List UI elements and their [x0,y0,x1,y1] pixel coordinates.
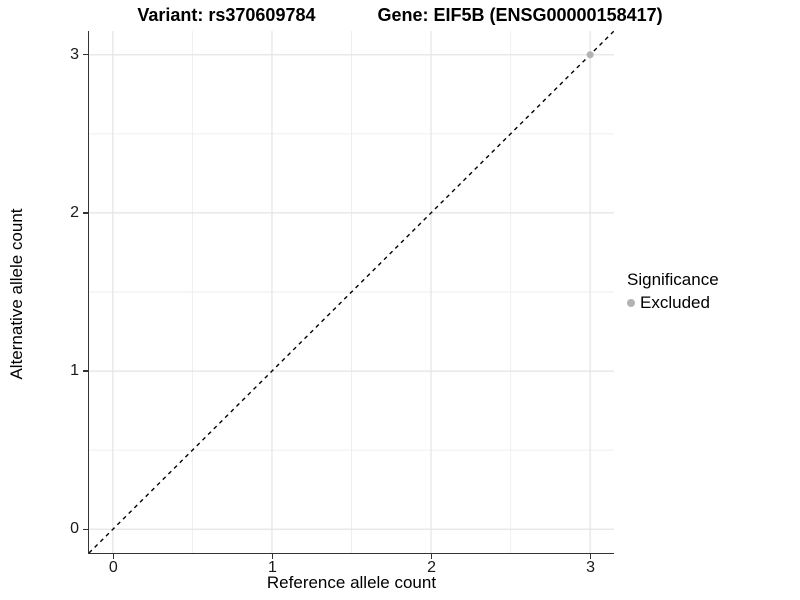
figure-title-row: Variant: rs370609784 Gene: EIF5B (ENSG00… [0,5,800,26]
gene-title: Gene: EIF5B (ENSG00000158417) [377,5,663,25]
plot-panel [88,31,614,554]
x-tick-label: 1 [268,559,277,576]
x-tick-label: 0 [108,559,118,576]
y-axis-title: Alternative allele count [7,208,26,380]
plot-svg [89,31,614,553]
y-tick-label: 3 [70,45,79,63]
legend-entry-label: Excluded [640,293,710,312]
y-tick-label: 1 [70,362,79,380]
x-tick-label: 3 [586,559,596,576]
variant-title: Variant: rs370609784 [137,5,316,25]
legend: Significance Excluded [627,270,719,313]
y-tick [83,212,88,214]
y-tick-label: 2 [70,203,79,221]
legend-entry-excluded: Excluded [627,293,719,313]
excluded-point-icon [627,299,635,307]
x-tick [430,554,433,559]
x-tick [112,554,115,559]
y-tick [83,528,88,531]
x-tick-label: 2 [427,559,436,576]
x-tick [271,554,274,559]
x-tick [589,554,592,559]
legend-title: Significance [627,270,719,289]
y-tick [83,53,88,56]
y-tick-label: 0 [70,520,79,538]
x-axis-title: Reference allele count [266,573,437,592]
y-tick [83,370,88,372]
